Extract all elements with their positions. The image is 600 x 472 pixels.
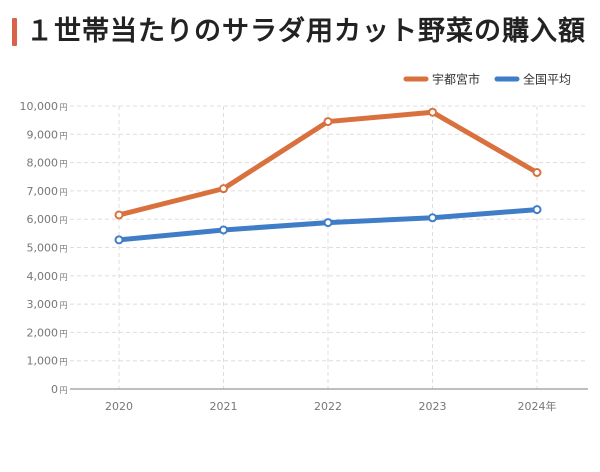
chart-title: １世帯当たりのサラダ用カット野菜の購入額	[26, 16, 586, 47]
data-point	[532, 168, 542, 178]
y-axis: 0 円1,000 円2,000 円3,000 円4,000 円5,000 円6,000 円7,…	[20, 100, 68, 396]
data-point	[428, 213, 437, 223]
data-point	[114, 210, 124, 220]
x-tick-label: 2020	[105, 400, 133, 413]
data-point	[219, 184, 228, 194]
y-tick-unit: 円	[60, 131, 68, 140]
x-tick-label: 2024年	[518, 399, 557, 413]
y-tick-unit: 円	[60, 273, 68, 282]
y-tick-unit: 円	[60, 301, 68, 310]
title-accent-bar	[12, 18, 17, 46]
grid-lines	[70, 105, 588, 389]
data-point	[428, 107, 437, 117]
series-group	[114, 107, 542, 245]
x-tick-label: 2023	[419, 400, 447, 413]
y-tick-label: 2,000	[27, 326, 59, 339]
y-tick-label: 0	[51, 383, 58, 396]
y-tick-label: 7,000	[27, 185, 59, 198]
y-tick-unit: 円	[60, 103, 68, 112]
y-tick-unit: 円	[60, 245, 68, 254]
y-tick-label: 3,000	[27, 298, 59, 311]
data-point	[323, 218, 333, 228]
y-tick-label: 9,000	[27, 128, 59, 141]
y-tick-label: 4,000	[27, 270, 59, 283]
series-1	[114, 107, 542, 220]
y-tick-label: 8,000	[27, 157, 59, 170]
y-tick-unit: 円	[60, 329, 68, 338]
legend-label: 宇都宮市	[432, 72, 480, 87]
x-tick-label: 2021	[210, 400, 238, 413]
data-point	[219, 225, 228, 235]
y-tick-unit: 円	[60, 160, 68, 169]
y-tick-unit: 円	[60, 188, 68, 197]
x-tick-label: 2022	[314, 400, 342, 413]
y-tick-label: 1,000	[27, 355, 59, 368]
y-tick-label: 6,000	[27, 213, 59, 226]
series-2	[114, 205, 542, 245]
y-tick-label: 5,000	[27, 242, 59, 255]
y-tick-unit: 円	[60, 216, 68, 225]
y-tick-label: 10,000	[20, 100, 59, 113]
x-axis: 2020 2021 2022 2023 2024年	[70, 388, 588, 413]
y-tick-unit: 円	[60, 358, 68, 367]
legend-label: 全国平均	[523, 72, 571, 87]
data-point	[114, 235, 124, 245]
legend: 宇都宮市 全国平均	[403, 72, 571, 87]
y-tick-unit: 円	[60, 386, 68, 395]
data-point	[532, 205, 542, 215]
data-point	[323, 117, 333, 127]
